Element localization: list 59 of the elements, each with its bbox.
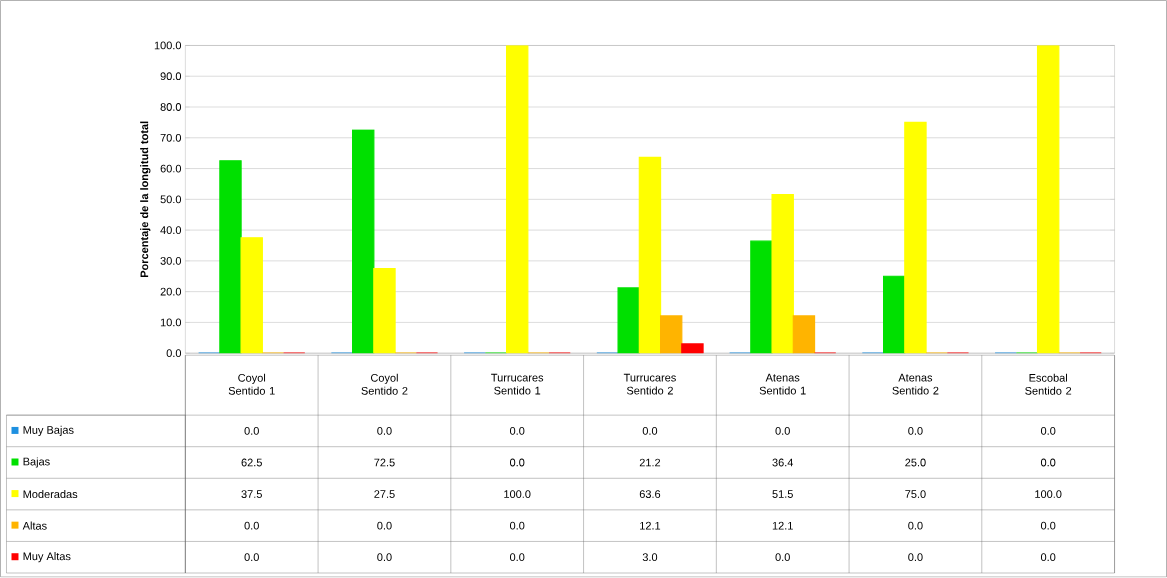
data-label: 100.0 — [1035, 490, 1062, 499]
data-label: 0.0 — [908, 522, 923, 530]
data-label: 12.1 — [772, 522, 793, 530]
data-label: 36.4 — [772, 458, 794, 467]
y-tick-label: 80.0 — [160, 103, 182, 112]
data-label: 0.0 — [1040, 522, 1056, 530]
x-tick-label: Atenas Sentido 2 — [892, 374, 939, 395]
data-label: 0.0 — [377, 522, 392, 530]
x-tick-label: Turrucares Sentido 1 — [491, 374, 544, 395]
data-label: 62.5 — [241, 458, 262, 467]
legend-label: Muy Bajas — [23, 426, 74, 437]
data-label: 0.0 — [244, 553, 259, 562]
y-tick-label: 30.0 — [160, 257, 182, 266]
data-label: 0.0 — [1040, 427, 1056, 436]
data-label: 0.0 — [377, 553, 392, 562]
data-label: 0.0 — [775, 553, 790, 562]
y-axis-title: Porcentaje de la longitud total — [140, 121, 151, 278]
data-label: 0.0 — [1040, 458, 1056, 467]
x-tick-label: Escobal Sentido 2 — [1025, 373, 1072, 395]
y-tick-label: 100.0 — [154, 41, 182, 50]
data-label: 37.5 — [241, 490, 262, 499]
y-tick-label: 10.0 — [160, 318, 182, 327]
data-label: 12.1 — [640, 522, 661, 530]
data-label: 72.5 — [374, 458, 395, 467]
x-tick-label: Turrucares Sentido 2 — [623, 374, 676, 395]
data-label: 63.6 — [639, 490, 661, 499]
data-label: 0.0 — [509, 458, 525, 467]
data-label: 25.0 — [905, 458, 926, 467]
y-tick-label: 20.0 — [160, 288, 182, 296]
data-label: 0.0 — [377, 427, 392, 436]
data-label: 75.0 — [905, 490, 926, 499]
data-label: 21.2 — [639, 458, 661, 467]
data-label: 0.0 — [1040, 553, 1056, 562]
data-label: 0.0 — [775, 427, 790, 436]
data-label: 0.0 — [509, 522, 525, 530]
legend-label: Moderadas — [23, 490, 78, 499]
y-tick-label: 70.0 — [160, 134, 182, 142]
y-tick-label: 50.0 — [160, 195, 182, 204]
data-label: 0.0 — [908, 427, 923, 436]
x-tick-label: Atenas Sentido 1 — [759, 374, 806, 395]
x-tick-label: Coyol Sentido 1 — [228, 373, 275, 395]
data-label: 0.0 — [509, 427, 525, 436]
data-label: 3.0 — [642, 553, 658, 562]
legend-label: Altas — [22, 521, 47, 530]
y-tick-label: 90.0 — [160, 72, 182, 81]
legend-label: Bajas — [23, 457, 50, 468]
x-tick-label: Coyol Sentido 2 — [361, 373, 408, 395]
y-tick-label: 0.0 — [166, 349, 182, 358]
data-label: 27.5 — [374, 490, 395, 499]
data-label: 51.5 — [772, 490, 793, 499]
data-label: 0.0 — [509, 553, 525, 562]
y-tick-label: 60.0 — [160, 164, 182, 173]
data-label: 0.0 — [244, 522, 259, 530]
legend-label: Muy Altas — [23, 552, 71, 563]
data-label: 100.0 — [504, 490, 531, 499]
data-label: 0.0 — [244, 427, 259, 436]
data-label: 0.0 — [908, 553, 923, 562]
data-label: 0.0 — [642, 427, 658, 436]
y-tick-label: 40.0 — [160, 226, 182, 235]
